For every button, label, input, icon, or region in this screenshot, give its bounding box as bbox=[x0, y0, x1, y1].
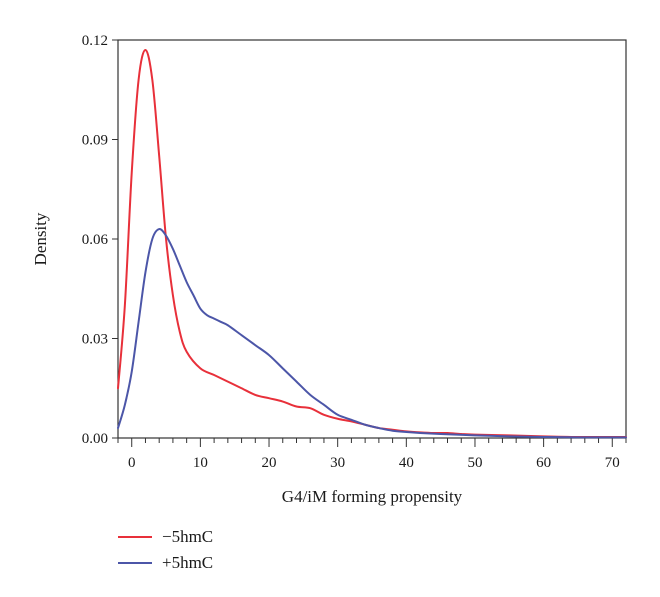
x-tick-label: 10 bbox=[193, 455, 208, 471]
x-axis-title: G4/iM forming propensity bbox=[282, 487, 463, 506]
legend-label-minus-5hmc: −5hmC bbox=[162, 527, 214, 546]
series-line-plus-5hmc bbox=[117, 228, 627, 439]
x-tick-label: 0 bbox=[128, 455, 136, 471]
legend-label-plus-5hmc: +5hmC bbox=[162, 553, 214, 572]
legend-item-minus-5hmc: −5hmC bbox=[118, 524, 213, 550]
legend-item-plus-5hmc: +5hmC bbox=[118, 550, 213, 576]
x-tick-label: 50 bbox=[467, 455, 482, 471]
plot-frame bbox=[117, 39, 627, 439]
series-line-minus-5hmc bbox=[117, 48, 627, 439]
y-tick-label: 0.12 bbox=[82, 33, 108, 49]
x-tick-label: 30 bbox=[330, 455, 345, 471]
y-tick-label: 0.09 bbox=[82, 133, 108, 149]
x-tick-label: 40 bbox=[399, 455, 414, 471]
y-axis-title: Density bbox=[31, 212, 50, 265]
legend: −5hmC +5hmC bbox=[118, 524, 213, 576]
y-axis-ticks: 0.00 0.03 0.06 0.09 0.12 bbox=[82, 33, 118, 447]
legend-swatch-plus-5hmc bbox=[118, 562, 152, 564]
x-axis-ticks: 0 10 20 30 40 50 60 70 bbox=[117, 438, 627, 471]
x-tick-label: 70 bbox=[605, 455, 620, 471]
series-layer bbox=[117, 48, 627, 439]
legend-swatch-minus-5hmc bbox=[118, 536, 152, 538]
x-tick-label: 20 bbox=[262, 455, 277, 471]
y-tick-label: 0.03 bbox=[82, 332, 108, 348]
y-tick-label: 0.00 bbox=[82, 431, 108, 447]
y-tick-label: 0.06 bbox=[82, 232, 109, 248]
x-tick-label: 60 bbox=[536, 455, 551, 471]
